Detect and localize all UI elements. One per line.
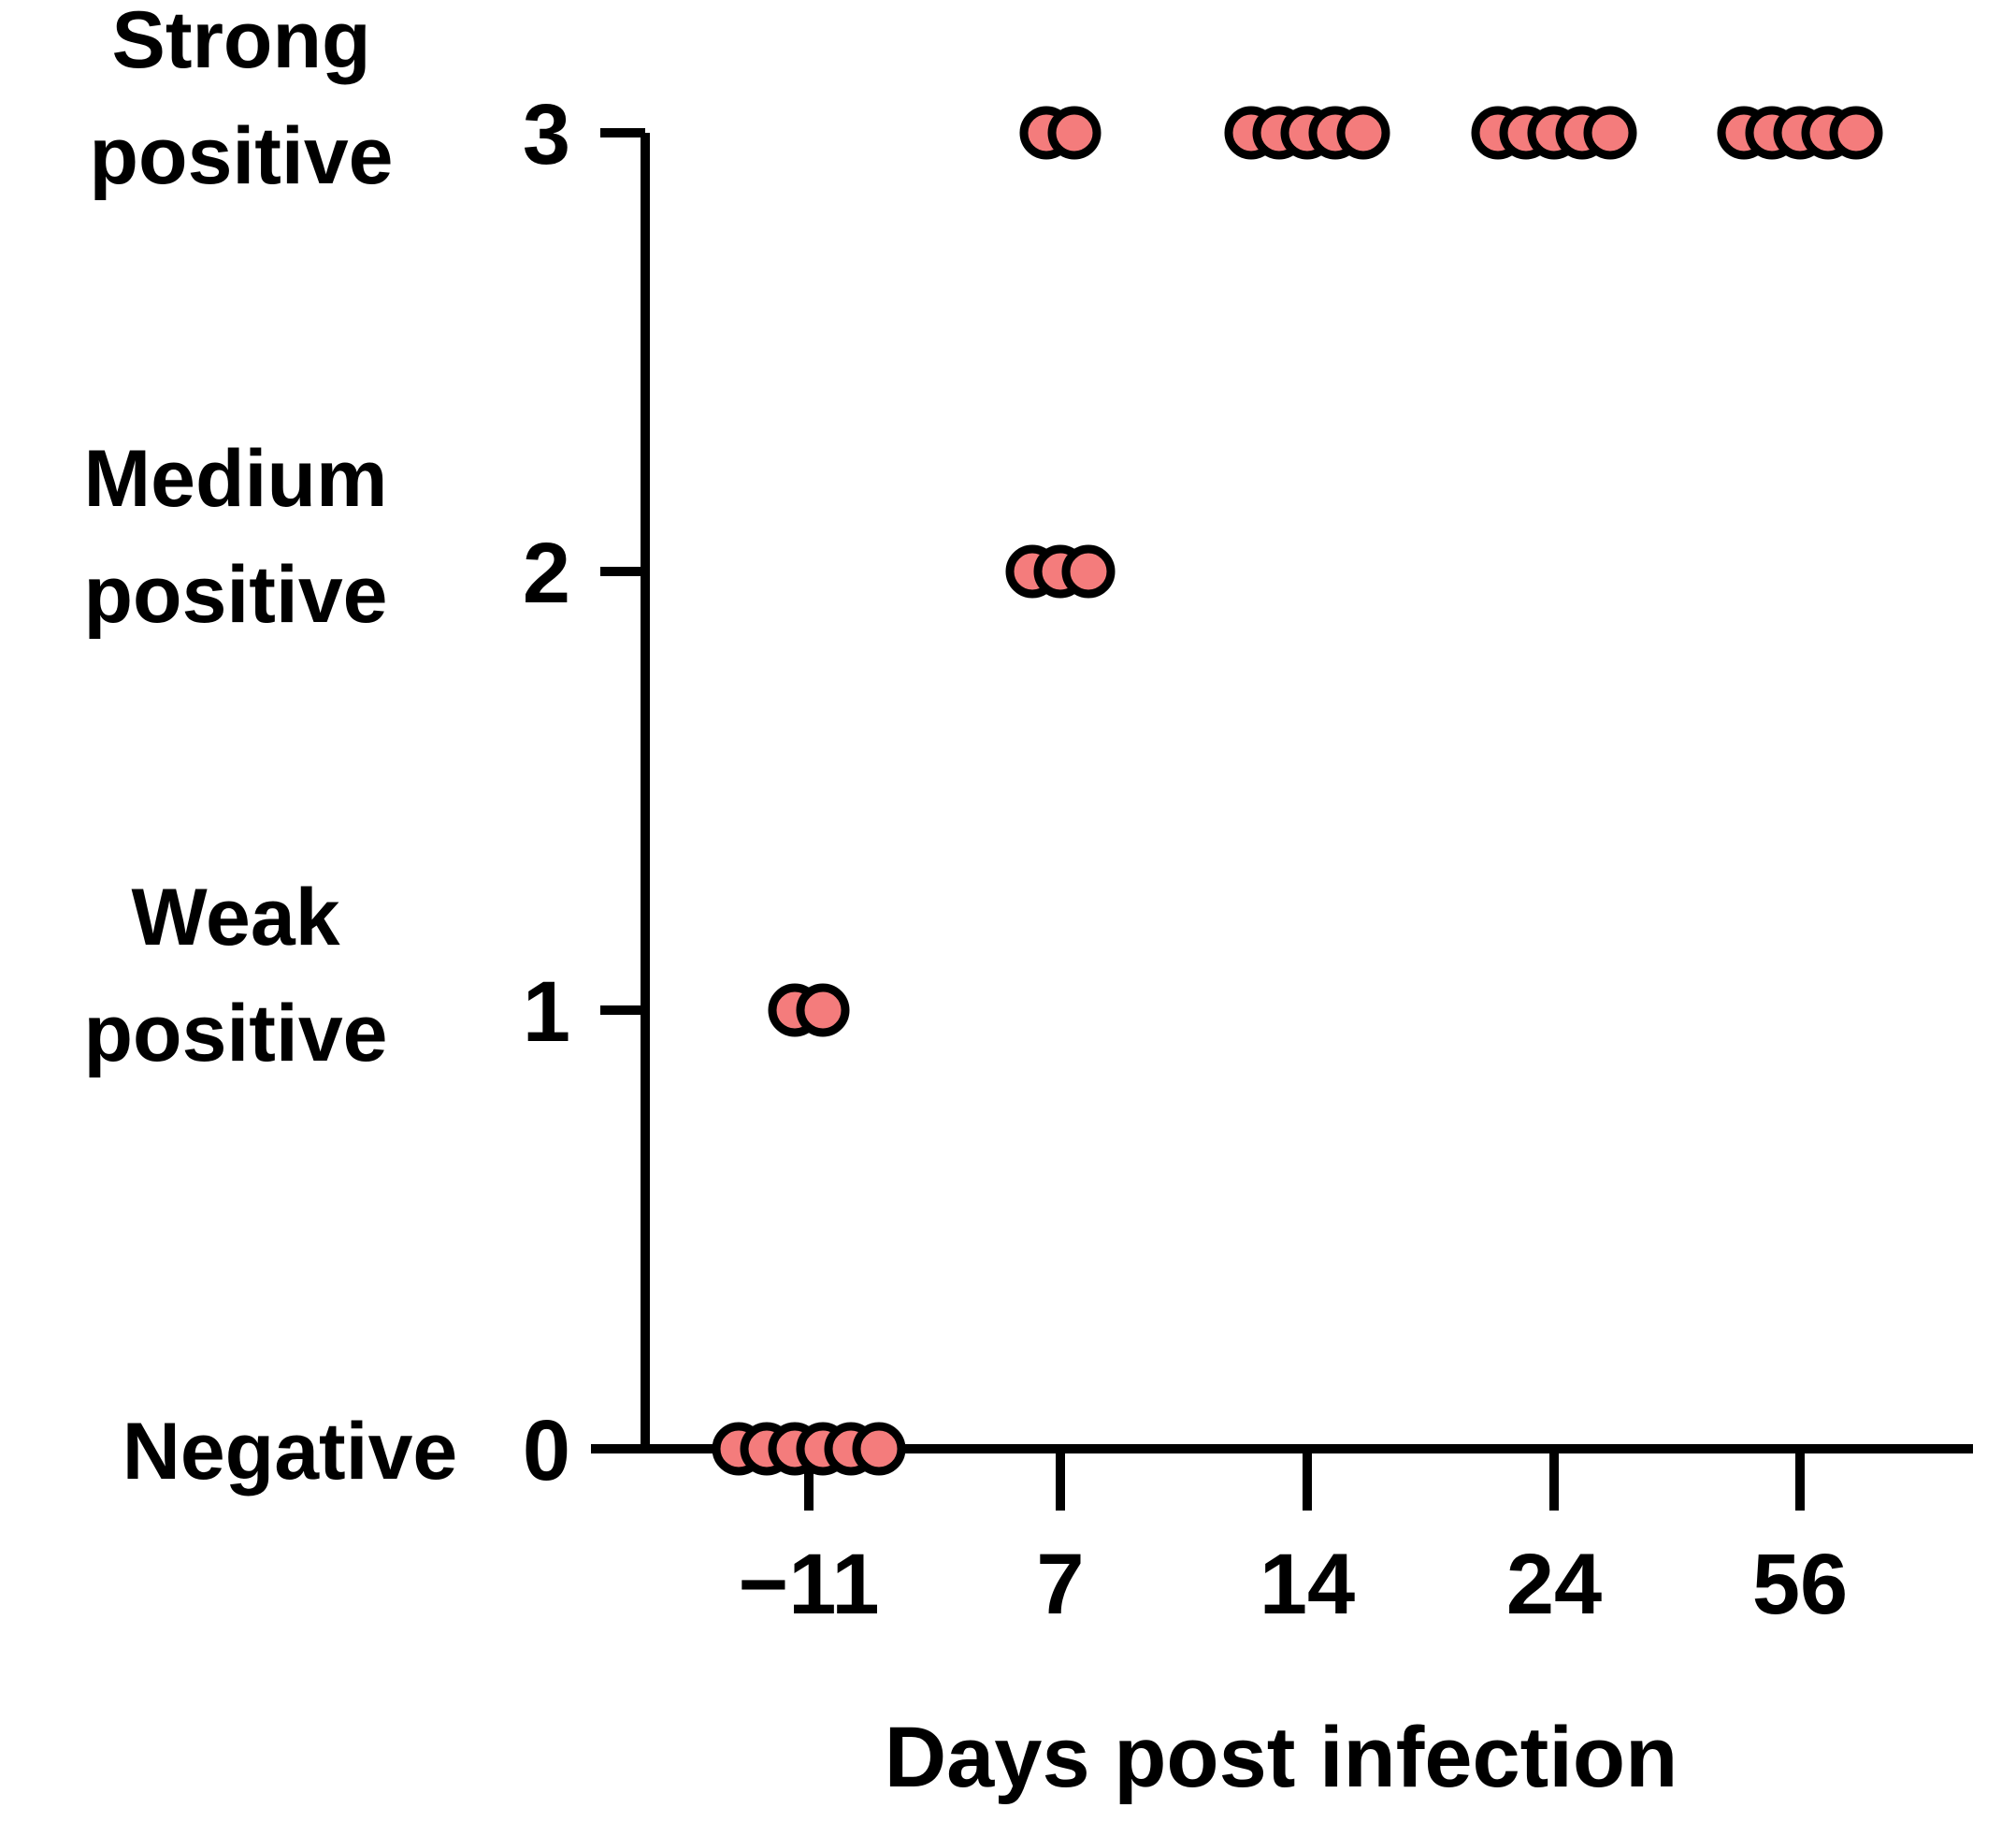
data-point	[1336, 106, 1390, 160]
y-category-label: positive	[84, 989, 388, 1078]
y-tick-label: 3	[523, 87, 570, 182]
x-tick-label: 14	[1260, 1537, 1355, 1632]
y-tick-label: 2	[523, 526, 570, 621]
data-point	[796, 983, 850, 1037]
y-category-label: Medium	[84, 434, 388, 524]
y-category-labels: Strong positive Medium positive Weak positive…	[84, 0, 458, 1497]
data-point	[1061, 544, 1116, 599]
y-category-label: Weak	[131, 873, 339, 962]
y-category-label: positive	[84, 550, 388, 640]
y-tick-label: 1	[523, 964, 570, 1060]
x-tick-label: 56	[1752, 1537, 1848, 1632]
x-axis-title: Days post infection	[885, 1710, 1678, 1805]
data-point	[1829, 106, 1883, 160]
y-category-label: Negative	[122, 1407, 458, 1497]
x-tick-label: 24	[1506, 1537, 1602, 1632]
y-tick-label: 0	[523, 1403, 570, 1498]
x-tick-label: −11	[739, 1537, 880, 1632]
data-points	[712, 106, 1883, 1476]
data-point	[852, 1422, 906, 1476]
x-tick-label: 7	[1036, 1537, 1084, 1632]
x-ticks: −11 7 14 24 56	[739, 1449, 1848, 1632]
axes	[591, 133, 1973, 1453]
data-point	[1047, 106, 1102, 160]
y-ticks: 0 1 2 3	[523, 87, 645, 1498]
y-category-label: positive	[90, 111, 394, 201]
y-category-label: Strong	[111, 0, 370, 85]
data-point	[1583, 106, 1637, 160]
